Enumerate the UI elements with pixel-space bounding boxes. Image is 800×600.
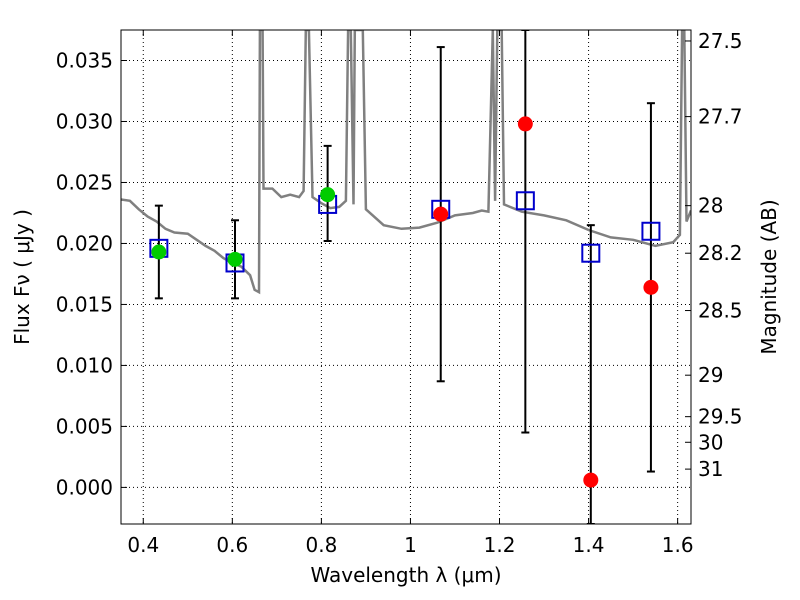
plot-frame — [120, 29, 692, 525]
model-point-square — [515, 191, 535, 211]
detection-point — [151, 244, 167, 260]
x-tick-label: 1.2 — [484, 533, 516, 557]
y-tick-label: 0.035 — [56, 48, 113, 72]
model-spectrum-line — [121, 30, 691, 295]
model-point-square — [581, 243, 601, 263]
y-axis-label: Flux Fν ( μJy ) — [10, 209, 34, 345]
right-tick-label: 28.2 — [698, 241, 743, 265]
x-tick-label: 1.6 — [662, 533, 694, 557]
x-tick-label: 1.4 — [573, 533, 605, 557]
nondetection-point — [517, 116, 533, 132]
detection-point — [320, 187, 336, 203]
y-tick-label: 0.005 — [56, 414, 113, 438]
y-axis-ticks: 0.000 0.005 0.010 0.015 0.020 0.025 0.030 0.035 — [56, 48, 127, 499]
y-tick-label: 0.020 — [56, 231, 113, 255]
right-tick-label: 29 — [698, 363, 723, 387]
right-tick-label: 31 — [698, 457, 723, 481]
nondetection-point — [433, 206, 449, 222]
x-axis-ticks: 0.4 0.6 0.8 1 1.2 1.4 1.6 — [127, 30, 694, 557]
right-tick-label: 28.5 — [698, 299, 743, 323]
x-tick-label: 0.4 — [127, 533, 159, 557]
x-tick-label: 0.8 — [305, 533, 337, 557]
right-tick-label: 27.5 — [698, 29, 743, 53]
y-tick-label: 0.030 — [56, 109, 113, 133]
detection-point — [227, 251, 243, 267]
model-point-square — [641, 221, 661, 241]
nondetection-point — [583, 472, 599, 488]
x-axis-label: Wavelength λ (μm) — [310, 563, 501, 587]
right-tick-label: 27.7 — [698, 105, 743, 129]
y-tick-label: 0.025 — [56, 170, 113, 194]
nondetection-point — [643, 279, 659, 295]
x-tick-label: 1 — [404, 533, 417, 557]
grid-lines — [121, 30, 691, 524]
plot-background — [121, 30, 691, 524]
right-tick-label: 29.5 — [698, 405, 743, 429]
plot-area — [121, 30, 691, 524]
right-axis-ticks: 27.5 27.7 28 28.2 28.5 29 29.530 31 — [685, 29, 743, 481]
right-axis-label: Magnitude (AB) — [757, 199, 781, 354]
observed-points — [151, 116, 659, 488]
right-tick-label: 28 — [698, 194, 723, 218]
y-tick-label: 0.000 — [56, 475, 113, 499]
x-tick-label: 0.6 — [216, 533, 248, 557]
y-tick-label: 0.015 — [56, 292, 113, 316]
right-tick-label: 30 — [698, 430, 723, 454]
y-tick-label: 0.010 — [56, 353, 113, 377]
